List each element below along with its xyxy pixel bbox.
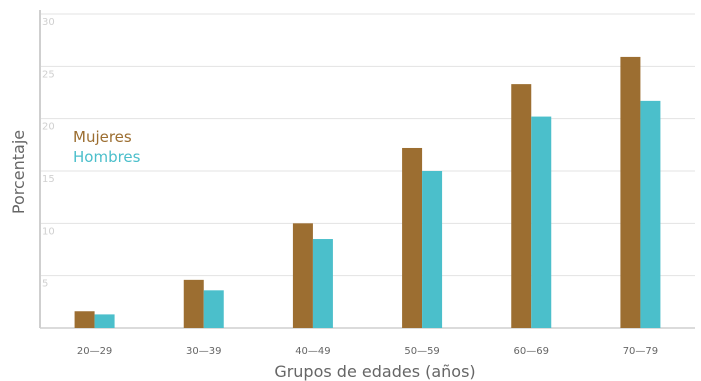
y-tick-label: 20	[42, 122, 55, 133]
bar-mujeres-60—69	[511, 84, 532, 328]
y-tick-label: 10	[42, 226, 55, 237]
x-axis-title: Grupos de edades (años)	[274, 362, 475, 381]
bar-hombres-40—49	[312, 239, 333, 328]
bar-hombres-30—39	[203, 290, 224, 328]
bar-mujeres-40—49	[292, 223, 313, 328]
x-tick-label: 60—69	[514, 346, 549, 357]
bar-hombres-70—79	[640, 100, 661, 328]
x-tick-label: 20—29	[77, 346, 112, 357]
y-tick-labels: 5 10 15 20 25 30	[42, 17, 55, 290]
bar-mujeres-70—79	[620, 56, 641, 329]
x-tick-label: 40—49	[295, 346, 330, 357]
bar-mujeres-20—29	[74, 311, 95, 328]
y-tick-label: 5	[42, 279, 48, 290]
x-tick-label: 30—39	[186, 346, 221, 357]
gridlines	[40, 13, 695, 277]
y-tick-label: 25	[42, 69, 55, 80]
legend-hombres: Hombres	[73, 148, 141, 166]
x-tick-label: 50—59	[404, 346, 439, 357]
bar-mujeres-30—39	[183, 279, 204, 328]
bar-hombres-60—69	[531, 116, 552, 328]
x-tick-label: 70—79	[623, 346, 658, 357]
bars	[74, 56, 661, 329]
y-tick-label: 15	[42, 174, 55, 185]
y-tick-label: 30	[42, 17, 55, 28]
y-axis-title: Porcentaje	[9, 130, 28, 214]
x-tick-labels: 20—29 30—39 40—49 50—59 60—69 70—79	[77, 346, 658, 357]
legend: Mujeres Hombres	[73, 128, 141, 166]
bar-hombres-20—29	[94, 314, 115, 328]
legend-mujeres: Mujeres	[73, 128, 132, 146]
bar-hombres-50—59	[422, 171, 443, 328]
bar-mujeres-50—59	[402, 147, 423, 328]
